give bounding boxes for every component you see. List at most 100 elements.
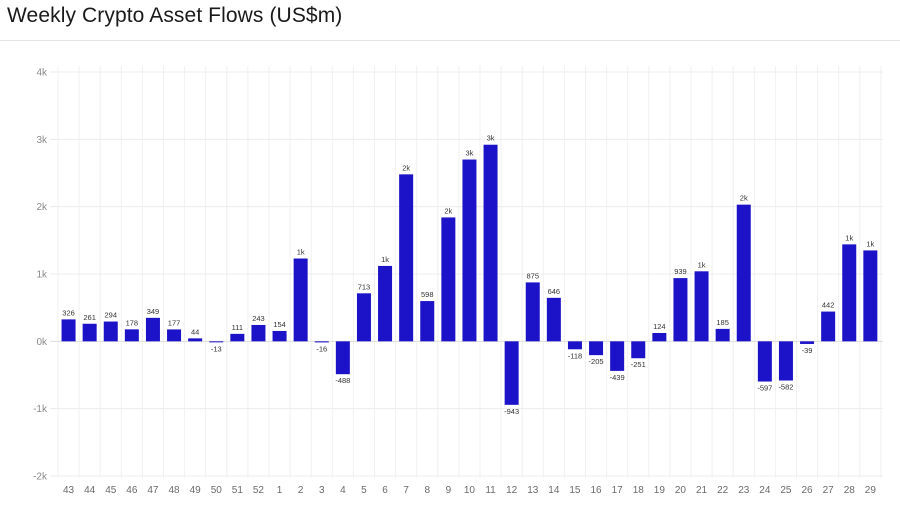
data-label: 44 (191, 327, 199, 336)
bars (61, 144, 878, 405)
bar (399, 174, 414, 342)
x-tick-label: 21 (696, 485, 708, 496)
y-axis-tick-labels: 4k 3k 2k 1k 0k -1k -2k (33, 68, 48, 483)
data-label: -943 (504, 407, 519, 416)
x-tick-label: 13 (527, 485, 539, 496)
data-label: 3k (465, 149, 473, 158)
x-tick-label: 20 (675, 485, 687, 496)
chart-title: Weekly Crypto Asset Flows (US$m) (7, 4, 343, 27)
y-tick-label: -2k (33, 472, 48, 483)
data-label: 1k (698, 260, 706, 269)
bar (483, 144, 498, 342)
x-tick-label: 15 (569, 485, 581, 496)
y-tick-label: 3k (36, 135, 48, 146)
x-tick-label: 29 (865, 485, 877, 496)
data-label: 598 (421, 290, 434, 299)
x-tick-label: 22 (717, 485, 729, 496)
data-label: -251 (631, 360, 646, 369)
bar (736, 204, 751, 342)
data-label: -205 (589, 357, 604, 366)
data-label: 1k (381, 255, 389, 264)
data-label: 177 (168, 318, 181, 327)
data-label: 124 (653, 322, 666, 331)
x-tick-label: 46 (126, 485, 138, 496)
x-tick-label: 27 (823, 485, 835, 496)
data-label: 326 (62, 308, 75, 317)
data-label: 178 (126, 318, 139, 327)
x-tick-label: 10 (464, 485, 476, 496)
x-tick-label: 43 (63, 485, 75, 496)
bar (167, 329, 182, 342)
bar (378, 265, 393, 342)
x-tick-label: 28 (844, 485, 856, 496)
bar (800, 341, 815, 344)
data-label: 2k (402, 163, 410, 172)
bar (251, 324, 266, 342)
bar (694, 271, 709, 342)
x-tick-label: 9 (446, 485, 452, 496)
x-tick-label: 16 (590, 485, 602, 496)
data-label: -39 (802, 346, 813, 355)
bar (462, 159, 477, 342)
x-tick-label: 12 (506, 485, 518, 496)
data-label: 111 (232, 323, 243, 332)
bar (420, 301, 435, 342)
x-tick-label: 47 (147, 485, 159, 496)
y-tick-label: 0k (36, 337, 48, 348)
data-label: 1k (866, 239, 874, 248)
bar (567, 341, 582, 350)
x-tick-label: 17 (612, 485, 624, 496)
bar (610, 341, 625, 371)
data-label: 2k (740, 194, 748, 203)
x-tick-label: 2 (298, 485, 304, 496)
data-label: 646 (548, 287, 561, 296)
bar (335, 341, 350, 375)
x-tick-label: 1 (277, 485, 283, 496)
x-tick-label: 50 (211, 485, 223, 496)
data-label: 1k (845, 233, 853, 242)
x-tick-label: 11 (485, 485, 496, 496)
y-tick-label: 2k (36, 202, 48, 213)
bar (314, 341, 329, 343)
bar (589, 341, 604, 356)
data-label: -488 (335, 376, 350, 385)
x-tick-label: 7 (403, 485, 409, 496)
x-tick-label: 52 (253, 485, 265, 496)
x-tick-label: 49 (190, 485, 202, 496)
bar (863, 250, 878, 342)
x-tick-label: 51 (232, 485, 244, 496)
bar (293, 258, 308, 342)
data-label: 2k (444, 206, 452, 215)
x-tick-label: 6 (382, 485, 388, 496)
bar (145, 317, 160, 342)
bar (525, 282, 540, 342)
y-tick-label: 1k (36, 270, 48, 281)
bar (124, 329, 139, 342)
data-label: -16 (316, 344, 327, 353)
title-divider (0, 40, 900, 41)
data-label: -118 (568, 351, 582, 360)
data-label: 1k (297, 248, 305, 257)
x-tick-label: 25 (780, 485, 792, 496)
bar (504, 341, 519, 405)
bar (821, 311, 836, 342)
data-label: 939 (674, 267, 687, 276)
bar (673, 278, 688, 342)
x-axis-tick-labels: 43 44 45 46 47 48 49 50 51 52 1 2 3 4 5 6 7 8 9 10 11 12 13 14 1… (63, 485, 876, 496)
data-label: 294 (104, 311, 117, 320)
x-tick-label: 26 (801, 485, 813, 496)
data-label: 261 (83, 313, 96, 322)
x-tick-label: 18 (633, 485, 645, 496)
vertical-gridlines (57, 66, 882, 478)
bar (188, 338, 203, 342)
bar (631, 341, 646, 359)
data-labels: 326 261 294 178 349 177 44 -13 111 243 154 1k -16 -48… (62, 134, 874, 416)
bar (842, 244, 857, 342)
x-tick-label: 19 (654, 485, 666, 496)
y-tick-label: -1k (33, 404, 48, 415)
x-tick-label: 3 (319, 485, 325, 496)
bar (715, 328, 730, 342)
data-label: 442 (822, 301, 835, 310)
bar (652, 332, 667, 342)
